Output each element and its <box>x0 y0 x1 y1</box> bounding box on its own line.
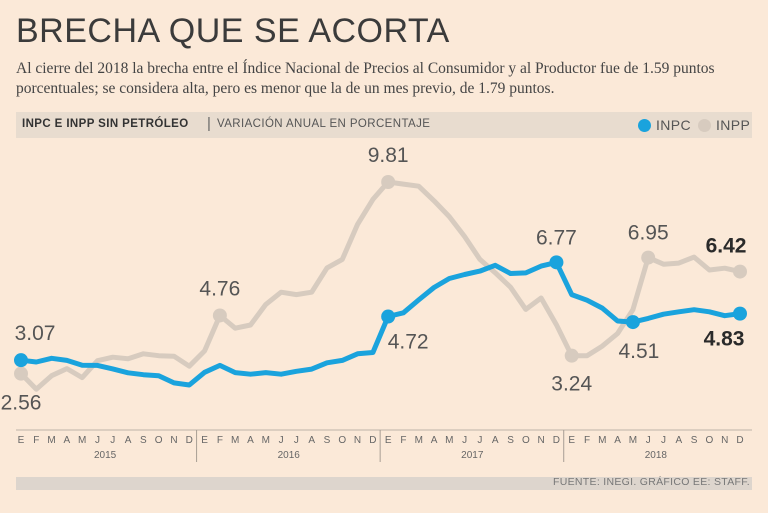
month-tick-label: N <box>538 435 545 446</box>
source-note: FUENTE: INEGI. GRÁFICO EE: STAFF. <box>553 476 750 488</box>
data-label-inpc: 4.83 <box>704 328 745 351</box>
legend-inpp-label: INPP <box>716 117 751 133</box>
data-point-inpp <box>641 250 656 265</box>
data-label-inpp: 6.95 <box>628 222 669 245</box>
month-tick-label: J <box>95 435 100 446</box>
month-tick-label: M <box>598 435 606 446</box>
month-tick-label: A <box>308 435 315 446</box>
month-tick-label: D <box>553 435 560 446</box>
month-tick-label: D <box>736 435 743 446</box>
data-point-inpp <box>14 366 28 381</box>
month-tick-label: F <box>584 435 590 446</box>
month-tick-label: J <box>477 435 482 446</box>
source-bar <box>16 477 752 490</box>
month-tick-label: A <box>247 435 254 446</box>
month-tick-label: F <box>400 435 406 446</box>
data-point-inpp <box>733 264 747 279</box>
month-tick-label: A <box>492 435 499 446</box>
data-label-inpc: 4.51 <box>618 340 659 363</box>
data-label-inpp: 9.81 <box>368 144 409 167</box>
data-label-inpp: 3.24 <box>551 373 592 396</box>
month-tick-label: D <box>369 435 376 446</box>
chart-title: BRECHA QUE SE ACORTA <box>16 12 450 50</box>
month-tick-label: M <box>445 435 453 446</box>
month-tick-label: A <box>125 435 132 446</box>
month-tick-label: O <box>522 435 530 446</box>
month-tick-label: J <box>646 435 651 446</box>
year-label-2017: 2017 <box>461 450 484 461</box>
month-tick-label: O <box>338 435 346 446</box>
data-label-inpp: 2.56 <box>1 392 42 415</box>
month-tick-label: S <box>140 435 147 446</box>
data-point-inpp <box>381 175 396 189</box>
month-tick-label: S <box>324 435 331 446</box>
month-tick-label: J <box>294 435 299 446</box>
data-point-inpc <box>381 309 396 324</box>
month-tick-label: J <box>110 435 115 446</box>
data-point-inpp <box>212 308 227 323</box>
month-tick-label: F <box>217 435 223 446</box>
month-tick-label: M <box>231 435 239 446</box>
year-label-2016: 2016 <box>278 450 301 461</box>
month-tick-label: A <box>64 435 71 446</box>
data-point-inpc <box>549 255 564 270</box>
series-line-inpc <box>18 259 743 388</box>
month-tick-label: A <box>431 435 438 446</box>
data-label-inpc: 3.07 <box>15 322 56 345</box>
chart-unit-label: VARIACIÓN ANUAL EN PORCENTAJE <box>217 118 431 130</box>
legend-inpp-swatch <box>698 119 711 132</box>
month-tick-label: M <box>629 435 637 446</box>
month-tick-label: M <box>47 435 55 446</box>
month-tick-label: E <box>385 435 392 446</box>
month-tick-label: N <box>170 435 177 446</box>
data-point-inpc <box>733 306 747 321</box>
month-tick-label: M <box>415 435 423 446</box>
data-point-inpc <box>14 353 28 368</box>
month-tick-label: O <box>155 435 163 446</box>
month-tick-label: J <box>661 435 666 446</box>
month-tick-label: A <box>614 435 621 446</box>
chart-series-title: INPC E INPP SIN PETRÓLEO <box>22 118 189 130</box>
month-tick-label: E <box>18 435 25 446</box>
legend-bar: INPC E INPP SIN PETRÓLEO | VARIACIÓN ANU… <box>16 112 752 138</box>
month-tick-label: D <box>186 435 193 446</box>
month-tick-label: N <box>354 435 361 446</box>
series-line-inpp <box>18 179 743 392</box>
data-label-inpp: 4.76 <box>199 277 240 300</box>
month-tick-label: A <box>675 435 682 446</box>
month-tick-label: E <box>568 435 575 446</box>
data-label-inpc: 6.77 <box>536 226 577 249</box>
month-tick-label: M <box>262 435 270 446</box>
month-tick-label: S <box>691 435 698 446</box>
month-tick-label: M <box>78 435 86 446</box>
legend-inpc-label: INPC <box>656 117 692 133</box>
data-label-inpc: 4.72 <box>388 331 429 354</box>
year-label-2015: 2015 <box>94 450 117 461</box>
year-label-2018: 2018 <box>645 450 668 461</box>
legend-separator: | <box>207 115 212 132</box>
month-tick-label: N <box>721 435 728 446</box>
month-tick-label: O <box>706 435 714 446</box>
data-point-inpp <box>564 348 579 363</box>
month-tick-label: E <box>201 435 208 446</box>
legend-inpc-swatch <box>638 119 651 132</box>
month-tick-label: F <box>33 435 39 446</box>
month-tick-label: J <box>462 435 467 446</box>
month-tick-label: J <box>279 435 284 446</box>
data-label-inpp: 6.42 <box>706 235 747 258</box>
data-point-inpc <box>625 315 640 330</box>
chart-subtitle: Al cierre del 2018 la brecha entre el Ín… <box>16 60 715 97</box>
month-tick-label: S <box>507 435 514 446</box>
